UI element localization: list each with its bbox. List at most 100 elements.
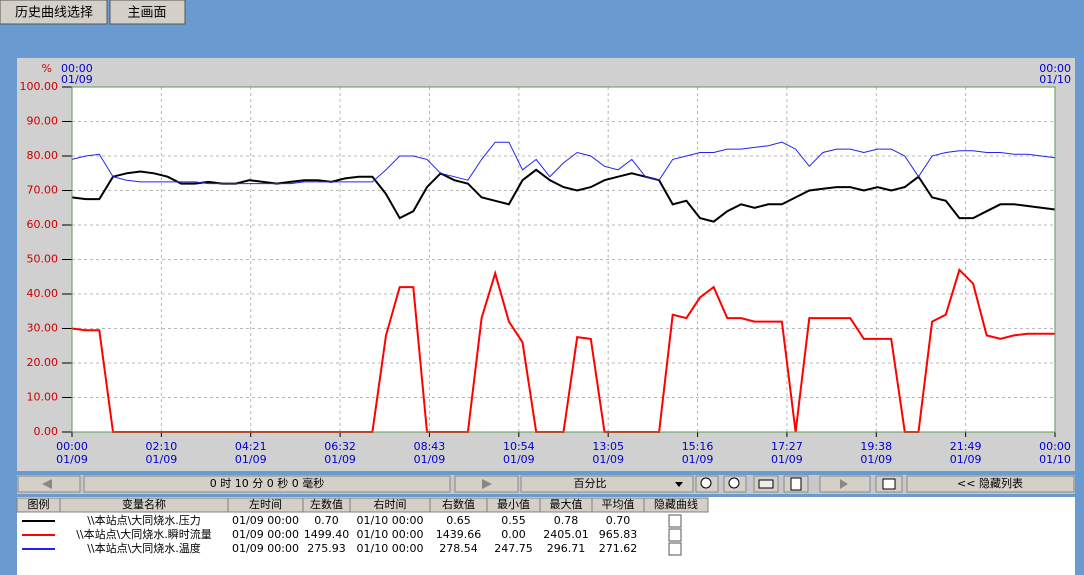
variable-name: \\本站点\大同烧水.压力 xyxy=(87,513,201,527)
table-cell: 01/10 00:00 xyxy=(357,542,424,555)
column-header: 平均值 xyxy=(602,498,635,511)
table-cell: 0.70 xyxy=(606,514,631,527)
x-tick-date: 01/09 xyxy=(235,453,267,466)
y-tick-label: 70.00 xyxy=(27,184,59,197)
x-tick-date: 01/10 xyxy=(1039,453,1071,466)
plot-border xyxy=(71,86,1056,433)
x-tick-time: 00:00 xyxy=(56,440,88,453)
zoom-out-icon xyxy=(728,477,740,489)
x-tick-date: 01/09 xyxy=(146,453,178,466)
table-cell: 01/09 00:00 xyxy=(232,514,299,527)
hide-checkbox[interactable] xyxy=(668,528,682,542)
table-cell: 278.54 xyxy=(439,542,478,555)
x-tick-date: 01/09 xyxy=(950,453,982,466)
column-header: 变量名称 xyxy=(122,497,166,511)
x-tick-time: 06:32 xyxy=(324,440,356,453)
y-tick-label: 0.00 xyxy=(34,425,59,438)
print-icon xyxy=(758,479,774,489)
y-tick-label: 20.00 xyxy=(27,356,59,369)
table-cell: 1439.66 xyxy=(436,528,482,541)
x-tick-date: 01/09 xyxy=(592,453,624,466)
dropdown-icon xyxy=(675,482,683,487)
column-header: 最小值 xyxy=(497,498,530,511)
zoom-in-icon xyxy=(700,477,712,489)
variable-name: \\本站点\大同烧水.瞬时流量 xyxy=(76,527,212,541)
mode: 百分比 xyxy=(574,477,607,490)
end-date: 01/10 xyxy=(1039,73,1071,86)
x-tick-date: 01/09 xyxy=(56,453,88,466)
x-tick-time: 08:43 xyxy=(414,440,446,453)
x-tick-date: 01/09 xyxy=(682,453,714,466)
series-line xyxy=(71,141,1056,185)
hide-list-button[interactable] xyxy=(906,475,1075,493)
left-arrow-icon xyxy=(42,479,52,489)
x-tick-time: 10:54 xyxy=(503,440,535,453)
y-unit: % xyxy=(42,62,52,75)
table-cell: 0.65 xyxy=(446,514,471,527)
column-header: 隐藏曲线 xyxy=(654,497,698,511)
table-cell: 2405.01 xyxy=(543,528,589,541)
column-header: 右数值 xyxy=(442,497,475,511)
x-tick-time: 21:49 xyxy=(950,440,982,453)
y-tick-label: 60.00 xyxy=(27,218,59,231)
table-cell: 0.70 xyxy=(314,514,339,527)
x-tick-time: 04:21 xyxy=(235,440,267,453)
column-header-cell xyxy=(643,497,709,513)
right-arrow-icon xyxy=(482,479,492,489)
y-tick-label: 50.00 xyxy=(27,253,59,266)
table-cell: 01/09 00:00 xyxy=(232,528,299,541)
history-button-label[interactable]: 历史曲线选择 xyxy=(15,6,93,21)
interval: 0 时 10 分 0 秒 0 毫秒 xyxy=(210,476,324,490)
table-cell: 275.93 xyxy=(307,542,346,555)
table-cell: 296.71 xyxy=(547,542,586,555)
y-tick-label: 40.00 xyxy=(27,287,59,300)
x-tick-time: 13:05 xyxy=(592,440,624,453)
y-tick-label: 80.00 xyxy=(27,149,59,162)
hide-checkbox[interactable] xyxy=(668,514,682,528)
table-cell: 0.00 xyxy=(501,528,526,541)
main-button[interactable] xyxy=(109,0,186,25)
start-date: 01/09 xyxy=(61,73,93,86)
mode-select[interactable] xyxy=(520,475,694,493)
table-cell: 01/09 00:00 xyxy=(232,542,299,555)
hide-checkbox[interactable] xyxy=(668,542,682,556)
x-tick-date: 01/09 xyxy=(860,453,892,466)
x-tick-date: 01/09 xyxy=(771,453,803,466)
table: 图例 变量名称 左时间 左数值 右时间 右数值 最小值 最大值 平均值 隐藏曲线 \\本站点\大同烧… xyxy=(16,497,709,556)
table-cell: 01/10 00:00 xyxy=(357,528,424,541)
x-tick-time: 00:00 xyxy=(1039,440,1071,453)
interval-field[interactable] xyxy=(83,475,451,493)
y-tick-label: 10.00 xyxy=(27,391,59,404)
y-tick-label: 100.00 xyxy=(20,80,59,93)
x-tick-date: 01/09 xyxy=(414,453,446,466)
column-header: 最大值 xyxy=(550,497,583,511)
table-cell: 965.83 xyxy=(599,528,638,541)
table-cell: 1499.40 xyxy=(304,528,350,541)
end-time: 00:00 xyxy=(1039,62,1071,75)
x-tick-time: 19:38 xyxy=(860,440,892,453)
column-header: 左数值 xyxy=(310,498,343,511)
start-time: 00:00 xyxy=(61,62,93,75)
column-header: 图例 xyxy=(28,497,50,511)
end-icon xyxy=(840,479,848,489)
main-button-label[interactable]: 主画面 xyxy=(127,6,166,21)
history-button[interactable] xyxy=(0,0,108,25)
x-tick-time: 02:10 xyxy=(146,440,178,453)
table-cell: 0.78 xyxy=(554,514,579,527)
table-cell: 271.62 xyxy=(599,542,638,555)
settings-icon xyxy=(882,478,896,490)
y-tick-label: 90.00 xyxy=(27,115,59,128)
hide-list-label[interactable]: << 隐藏列表 xyxy=(957,476,1023,490)
copy-icon xyxy=(790,477,802,491)
column-header: 右时间 xyxy=(374,497,407,511)
x-tick-date: 01/09 xyxy=(324,453,356,466)
table-cell: 247.75 xyxy=(494,542,533,555)
table-cell: 0.55 xyxy=(501,514,526,527)
column-header: 左时间 xyxy=(249,498,282,511)
variable-name: \\本站点\大同烧水.温度 xyxy=(87,541,201,555)
x-tick-date: 01/09 xyxy=(503,453,535,466)
y-tick-label: 30.00 xyxy=(27,322,59,335)
x-tick-time: 15:16 xyxy=(682,440,714,453)
x-tick-time: 17:27 xyxy=(771,440,803,453)
